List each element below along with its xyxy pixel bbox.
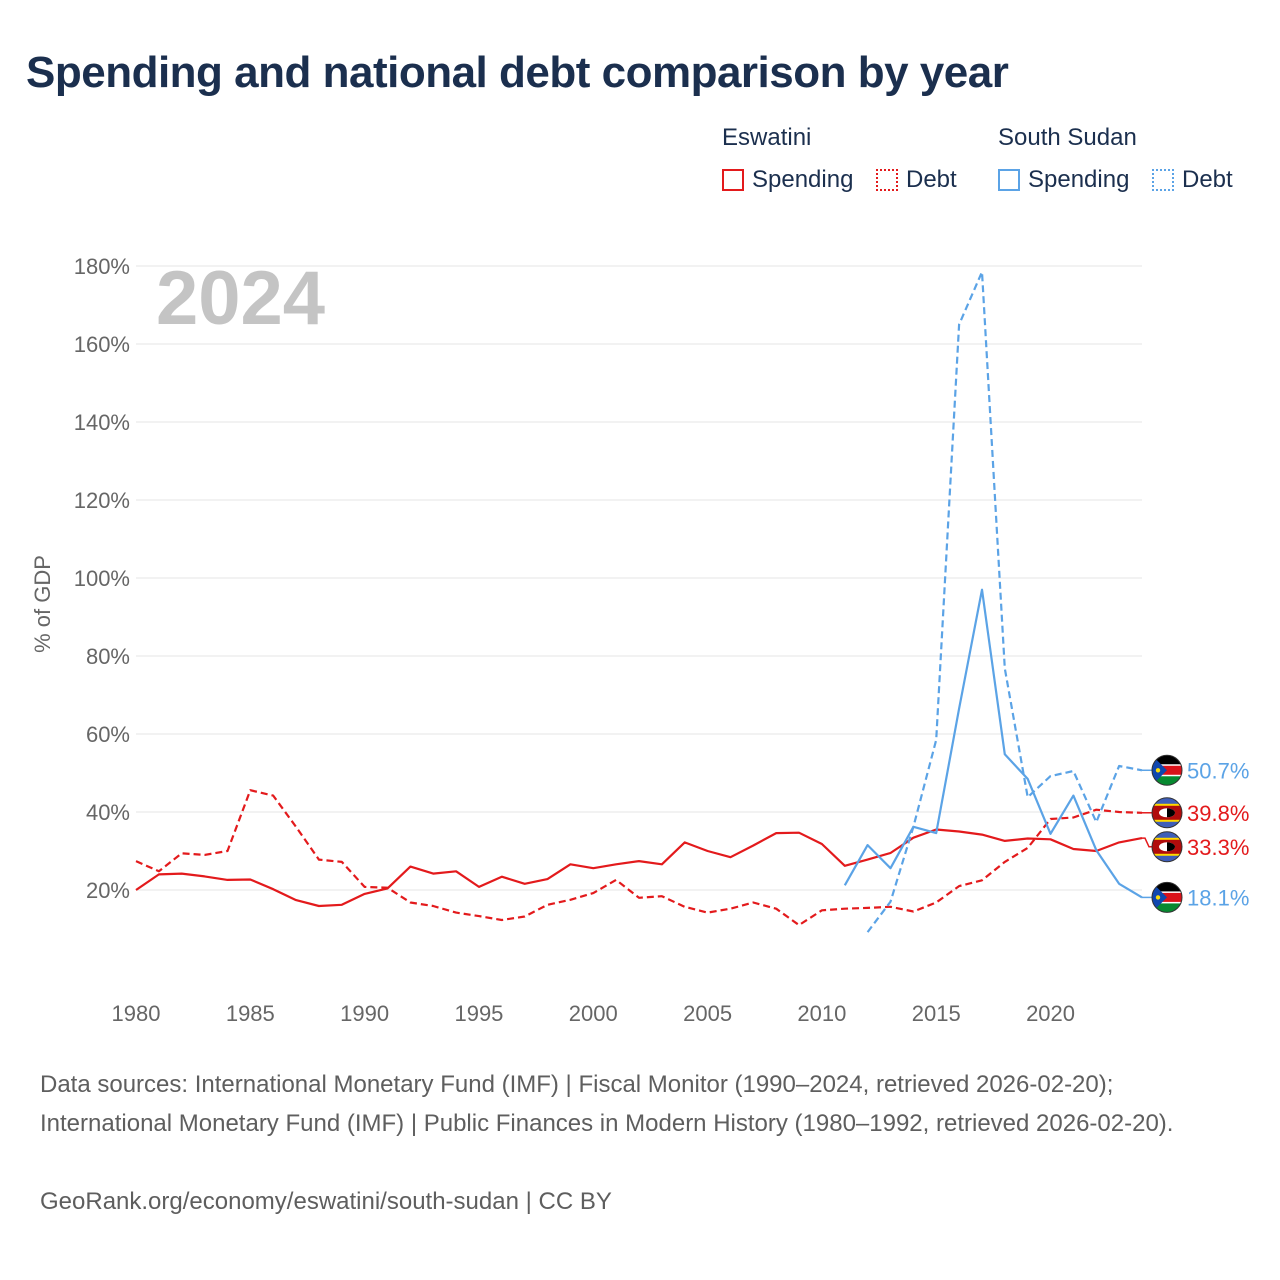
end-value-label: 18.1%	[1187, 885, 1249, 910]
south-sudan-flag-icon	[1151, 881, 1183, 913]
south-sudan-flag-icon	[1151, 754, 1183, 786]
legend-solid-swatch	[998, 169, 1020, 191]
x-tick-label: 1980	[112, 1001, 161, 1026]
legend-label: Spending	[752, 166, 854, 193]
legend-dotted-swatch	[876, 169, 898, 191]
y-tick-label: 100%	[74, 566, 130, 591]
end-value-label: 50.7%	[1187, 758, 1249, 783]
eswatini-flag-icon	[1151, 797, 1183, 829]
legend-label: Spending	[1028, 166, 1130, 193]
end-value-label: 39.8%	[1187, 801, 1249, 826]
y-tick-label: 140%	[74, 410, 130, 435]
legend-eswatini-spending[interactable]: Spending	[722, 166, 853, 194]
legend-label: Debt	[906, 166, 957, 193]
series-line-south-sudan-debt[interactable]	[866, 270, 1143, 933]
chart-title: Spending and national debt comparison by…	[26, 48, 1009, 97]
eswatini-flag-icon	[1151, 831, 1183, 863]
series-line-eswatini-debt[interactable]	[135, 789, 1143, 927]
line-chart: 2024 % of GDP 20% 40% 60% 80% 100% 120% 140% 16…	[30, 254, 1249, 1026]
x-tick-label: 2005	[683, 1001, 732, 1026]
data-sources: Data sources: International Monetary Fun…	[40, 1071, 1174, 1137]
legend-group-south-sudan: South Sudan	[998, 124, 1137, 151]
end-marker-eswatini-debt: 39.8%	[1142, 797, 1249, 829]
y-tick-label: 120%	[74, 488, 130, 513]
end-marker-south-sudan-debt: 50.7%	[1142, 754, 1249, 786]
y-tick-label: 20%	[86, 878, 130, 903]
legend-label: Debt	[1182, 166, 1233, 193]
series-line-south-sudan-spending[interactable]	[843, 588, 1143, 899]
x-tick-label: 2015	[912, 1001, 961, 1026]
series-line-eswatini-spending[interactable]	[135, 828, 1143, 908]
x-tick-label: 2020	[1026, 1001, 1075, 1026]
legend-group-eswatini: Eswatini	[722, 124, 812, 151]
end-value-label: 33.3%	[1187, 835, 1249, 860]
legend-south-sudan-spending[interactable]: Spending	[998, 166, 1129, 194]
end-marker-south-sudan-spending: 18.1%	[1142, 881, 1249, 913]
x-tick-label: 1995	[454, 1001, 503, 1026]
y-axis-label: % of GDP	[30, 555, 55, 653]
y-tick-label: 80%	[86, 644, 130, 669]
credit-link[interactable]: GeoRank.org/economy/eswatini/south-sudan…	[40, 1188, 612, 1215]
y-tick-label: 60%	[86, 722, 130, 747]
x-tick-label: 1990	[340, 1001, 389, 1026]
legend-south-sudan-debt[interactable]: Debt	[1152, 166, 1233, 194]
year-watermark: 2024	[156, 256, 325, 341]
y-tick-label: 180%	[74, 254, 130, 279]
legend-solid-swatch	[722, 169, 744, 191]
x-tick-label: 2000	[569, 1001, 618, 1026]
y-tick-label: 40%	[86, 800, 130, 825]
marker-connector	[1142, 837, 1152, 848]
end-marker-eswatini-spending: 33.3%	[1142, 831, 1249, 863]
legend-dotted-swatch	[1152, 169, 1174, 191]
legend-eswatini-debt[interactable]: Debt	[876, 166, 957, 194]
y-tick-label: 160%	[74, 332, 130, 357]
x-tick-label: 1985	[226, 1001, 275, 1026]
x-tick-label: 2010	[797, 1001, 846, 1026]
